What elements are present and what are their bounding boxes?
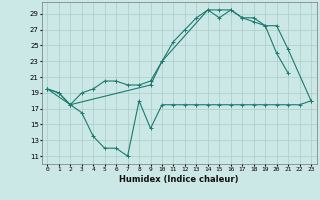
X-axis label: Humidex (Indice chaleur): Humidex (Indice chaleur) [119,175,239,184]
